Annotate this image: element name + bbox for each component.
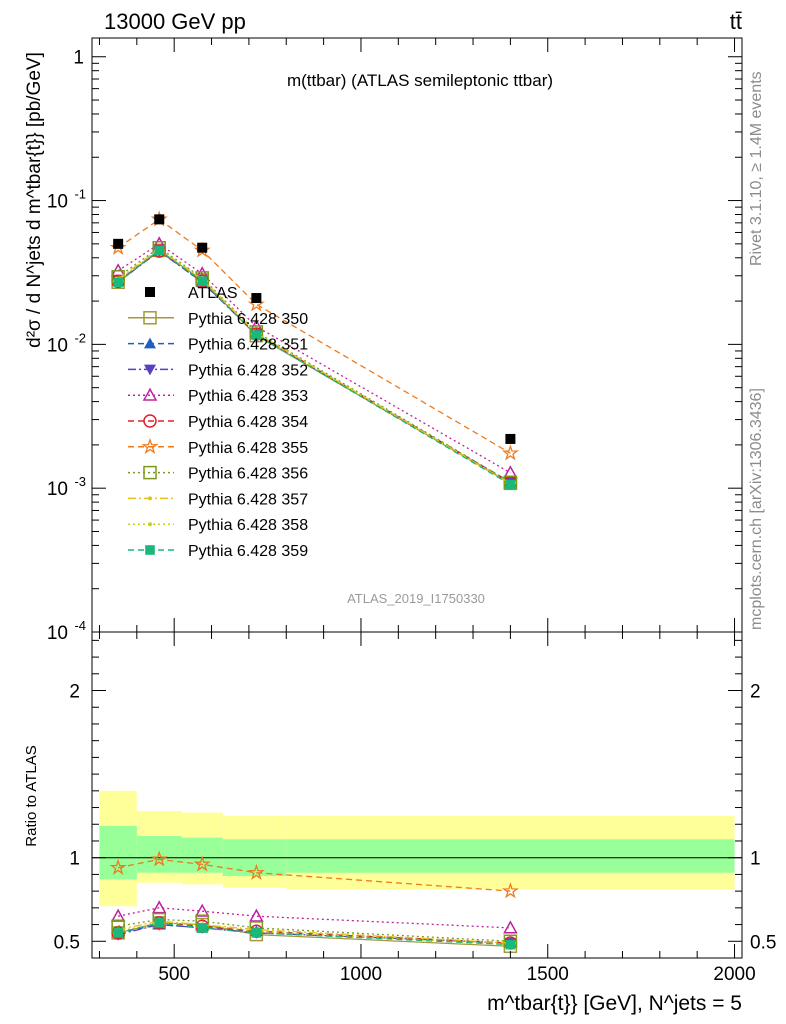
atlas-data-point [154, 214, 165, 225]
legend-label: ATLAS [188, 285, 238, 302]
data-point [501, 444, 519, 461]
data-point [154, 918, 165, 928]
legend-atlas-marker [145, 287, 155, 297]
legend-label: Pythia 6.428 350 [188, 311, 308, 328]
data-point [505, 939, 516, 950]
watermark: ATLAS_2019_I1750330 [347, 591, 485, 606]
atlas-data-point [505, 433, 516, 444]
ratio-y-tick-label-right: 0.5 [750, 932, 776, 953]
ratio-y-tick-label: 0.5 [54, 932, 80, 953]
data-point [503, 920, 518, 934]
data-point [143, 311, 157, 325]
data-point [143, 465, 157, 480]
x-tick-label: 500 [158, 964, 190, 985]
ratio-y-tick-label-right: 1 [750, 849, 761, 870]
data-point [193, 855, 211, 872]
data-point [151, 900, 167, 914]
legend: ATLAS Pythia 6.428 350 Pythia 6.428 351 Pyt… [128, 285, 308, 560]
legend-label: Pythia 6.428 359 [188, 543, 308, 560]
data-point [501, 882, 519, 899]
ratio-y-tick-label: 2 [69, 682, 80, 703]
x-tick-label: 2000 [713, 964, 755, 985]
data-point [142, 387, 158, 401]
legend-label: Pythia 6.428 356 [188, 466, 308, 483]
main-panel: 10 -4 10 -3 10 -2 10 -1 1 [47, 37, 743, 644]
series-355-line [117, 218, 511, 454]
data-point [505, 479, 516, 490]
series-353-line [117, 243, 511, 474]
legend-label: Pythia 6.428 351 [188, 337, 308, 354]
data-point [503, 465, 518, 479]
ratio-y-axis-label: Ratio to ATLAS [23, 745, 40, 846]
atlas-data-point [251, 293, 262, 304]
x-tick-label: 1000 [340, 964, 382, 985]
y-tick-exponent: -1 [74, 187, 86, 202]
legend-label: Pythia 6.428 354 [188, 414, 308, 431]
ratio-frame [91, 631, 743, 959]
uncertainty-band-inner [99, 825, 137, 880]
energy-label: 13000 GeV pp [104, 9, 246, 34]
chart-title: m(ttbar) (ATLAS semileptonic ttbar) [287, 71, 553, 90]
data-point [109, 858, 127, 875]
y-tick-label: 10 [47, 479, 68, 500]
data-point [148, 496, 152, 501]
ratio-y-tick-label-right: 2 [750, 682, 761, 703]
legend-label: Pythia 6.428 358 [188, 517, 308, 534]
rivet-version-label: Rivet 3.1.10, ≥ 1.4M events [748, 71, 765, 266]
process-label: tt̄ [730, 9, 742, 34]
atlas-data-point [197, 242, 208, 253]
data-point [110, 908, 126, 922]
legend-label: Pythia 6.428 355 [188, 440, 308, 457]
y-tick-exponent: -2 [74, 330, 86, 345]
ratio-panel: 0.5 0.5 1 1 2 2 500 1000 1500 2000 [54, 631, 776, 985]
uncertainty-band-inner [286, 839, 735, 873]
data-point [143, 414, 157, 428]
data-point [145, 545, 155, 555]
y-tick-label: 10 [47, 335, 68, 356]
data-point [144, 364, 156, 376]
atlas-data-point [113, 238, 124, 249]
data-point [144, 337, 156, 349]
mcplots-label: mcplots.cern.ch [arXiv:1306.3436] [748, 388, 765, 630]
data-point [247, 863, 265, 880]
legend-label: Pythia 6.428 357 [188, 491, 308, 508]
x-axis-label: m^tbar{t}} [GeV], N^jets = 5 [487, 992, 742, 1015]
series-356-line [117, 246, 511, 483]
data-point [251, 928, 262, 938]
x-tick-label: 1500 [527, 964, 569, 985]
ratio-series-353-line [117, 907, 511, 929]
data-point [113, 277, 123, 288]
y-tick-label: 10 [47, 623, 68, 644]
data-point [113, 928, 123, 938]
data-point [148, 522, 152, 527]
legend-label: Pythia 6.428 353 [188, 388, 308, 405]
ratio-y-tick-label: 1 [69, 849, 80, 870]
main-y-axis-label: d²σ / d N^jets d m^tbar{t}} [pb/GeV] [24, 52, 45, 348]
data-point [150, 850, 168, 867]
data-point [249, 908, 264, 922]
ratio-series-355-line [117, 858, 511, 892]
data-point [197, 276, 208, 286]
data-point [141, 437, 159, 455]
legend-label: Pythia 6.428 352 [188, 362, 308, 379]
data-point [194, 903, 210, 917]
y-tick-label: 10 [47, 192, 68, 213]
y-tick-exponent: -4 [74, 618, 86, 633]
y-tick-label: 1 [73, 48, 84, 69]
data-point [154, 245, 165, 256]
data-point [197, 923, 208, 933]
data-point [251, 330, 262, 340]
y-tick-exponent: -3 [74, 474, 86, 489]
